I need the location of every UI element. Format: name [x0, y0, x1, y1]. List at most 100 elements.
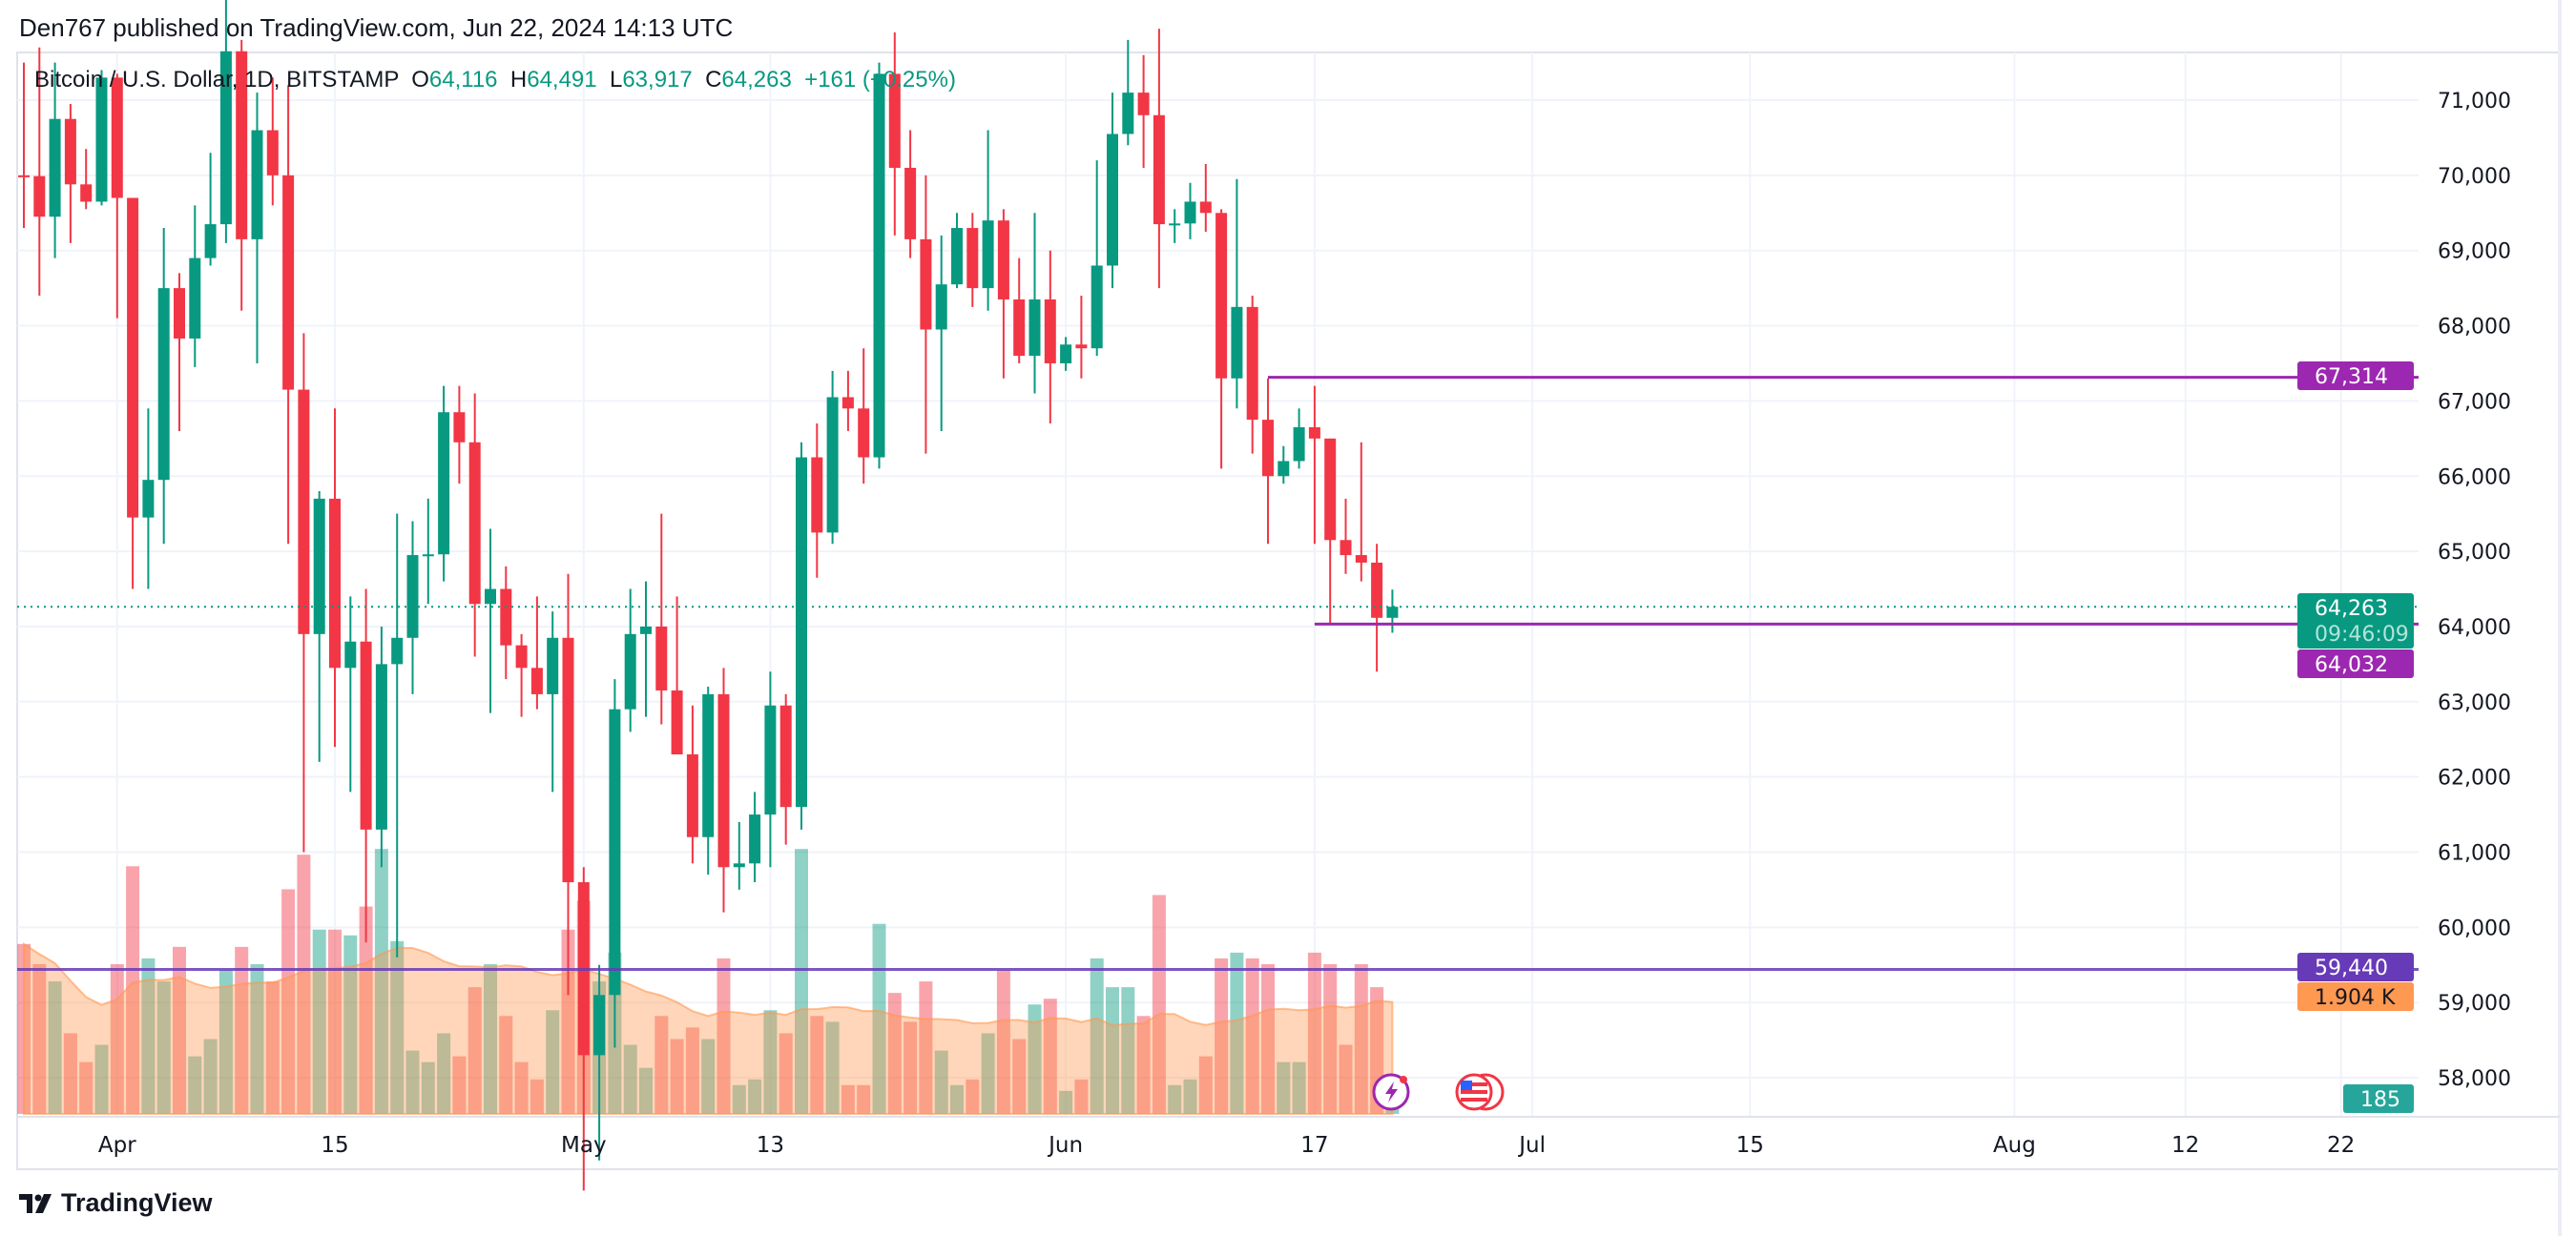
candle: [1091, 160, 1103, 357]
volume-bar: [966, 1079, 980, 1114]
price-tick-label: 62,000: [2438, 767, 2511, 791]
volume-bar: [1074, 1079, 1089, 1114]
candle-body: [593, 995, 606, 1056]
volume-bar: [1277, 1061, 1291, 1114]
volume-bar: [48, 981, 62, 1114]
candle-body: [453, 412, 466, 443]
candle: [686, 705, 698, 864]
volume-bar: [359, 906, 373, 1114]
candle-body: [749, 814, 761, 864]
candle-body: [717, 693, 730, 868]
candle: [453, 385, 466, 484]
candle: [1293, 408, 1305, 469]
volume-bar: [717, 958, 731, 1114]
candle: [1060, 337, 1072, 371]
volume-bar: [343, 935, 358, 1114]
last-price-tag: 64,263 09:46:09: [2297, 593, 2414, 649]
tradingview-logo-icon: [19, 1193, 52, 1213]
candle: [64, 103, 76, 243]
candle: [904, 130, 917, 258]
date-tick-label: 15: [1736, 1133, 1764, 1158]
candle: [1153, 29, 1165, 289]
lightning-icon[interactable]: [1372, 1073, 1410, 1111]
candle: [951, 213, 963, 289]
candle: [655, 513, 668, 725]
candle-body: [858, 408, 870, 458]
candle: [935, 235, 947, 431]
candle-body: [174, 288, 185, 339]
candle: [18, 62, 30, 229]
candle: [749, 792, 761, 883]
candle-body: [562, 637, 574, 883]
date-tick-label: 13: [757, 1133, 784, 1158]
volume-bar: [32, 963, 47, 1114]
candle: [826, 370, 839, 545]
volume-bar: [1339, 1044, 1353, 1114]
candle: [966, 213, 979, 307]
candle-body: [219, 51, 232, 225]
candle-body: [796, 457, 807, 808]
candle-body: [1278, 461, 1290, 477]
candle-body: [189, 258, 201, 339]
volume-bar: [328, 929, 342, 1114]
candle-body: [204, 224, 217, 258]
candle-body: [624, 633, 636, 710]
candle-body: [485, 588, 496, 605]
time-axis[interactable]: Apr 15 May 13 Jun 17 Jul 15 Aug 12 22: [98, 1133, 2355, 1158]
candle-body: [18, 175, 30, 177]
indicator-tag: 59,440: [2297, 953, 2414, 981]
candle: [282, 85, 295, 545]
candle: [360, 588, 372, 943]
candle: [422, 498, 434, 605]
date-tick-label: Jun: [1047, 1133, 1083, 1158]
candle-body: [422, 554, 434, 557]
candle: [997, 209, 1009, 379]
volume-ma-area: [23, 941, 1394, 1115]
candle-body: [1324, 438, 1337, 541]
support-tag: 64,032: [2297, 649, 2414, 678]
volume-bar: [297, 855, 311, 1114]
volume-bar: [1215, 958, 1229, 1114]
candle-body: [1107, 134, 1118, 266]
volume-bar: [639, 1067, 653, 1114]
volume-bar: [561, 929, 575, 1114]
candle: [640, 581, 652, 717]
price-tick-label: 66,000: [2438, 465, 2511, 489]
price-levels: [17, 376, 2419, 972]
us-flag-icon[interactable]: [1455, 1073, 1505, 1111]
low-value: 63,917: [622, 67, 693, 93]
candle-body: [904, 167, 917, 239]
volume-bar: [1168, 1084, 1182, 1114]
candle: [142, 408, 155, 589]
candle: [391, 513, 404, 958]
candle-body: [313, 498, 325, 634]
candle-body: [95, 77, 108, 202]
volume-ma-tag: 1.904 K: [2297, 982, 2414, 1011]
volume-bar: [1121, 987, 1135, 1114]
candle: [298, 333, 310, 853]
candle-body: [1199, 201, 1212, 214]
price-axis[interactable]: 71,000 70,000 69,000 68,000 67,000 66,000 65,0…: [2438, 90, 2511, 1091]
close-value: 64,263: [721, 67, 792, 93]
volume-bar: [887, 993, 902, 1114]
last-price: 64,263: [2315, 597, 2388, 621]
volume-bar: [235, 946, 249, 1114]
candle-body: [64, 118, 76, 185]
volume-bar: [467, 987, 482, 1114]
volume-bar: [950, 1084, 964, 1114]
candle: [1107, 93, 1118, 289]
volume-bar: [1354, 963, 1368, 1114]
price-tick-label: 65,000: [2438, 541, 2511, 565]
volume-bar: [1198, 1056, 1213, 1114]
volume-bar: [1012, 1039, 1027, 1114]
candle-body: [266, 130, 279, 175]
candle-body: [1137, 93, 1150, 115]
tradingview-brand[interactable]: TradingView: [19, 1188, 213, 1218]
candle-body: [515, 645, 528, 669]
candle: [468, 393, 481, 657]
volume-bar: [825, 1021, 840, 1114]
price-tick-label: 64,000: [2438, 616, 2511, 640]
candle: [313, 491, 325, 762]
candle: [547, 611, 559, 793]
